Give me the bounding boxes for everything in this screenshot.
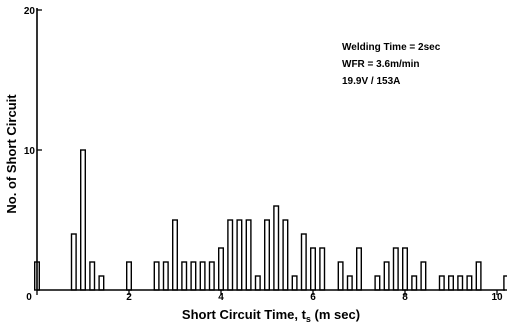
bars-layer	[34, 149, 507, 291]
histogram-bar-18	[264, 219, 271, 291]
x-axis-title: Short Circuit Time, ts (m sec)	[182, 307, 360, 324]
histogram-bar-15	[236, 219, 243, 291]
histogram-bar-5	[125, 261, 132, 291]
y-tick-label-10: 10	[24, 146, 36, 157]
histogram-bar-39	[503, 275, 507, 291]
histogram-bar-26	[346, 275, 353, 291]
x-axis-title-subscript: s	[306, 314, 311, 324]
histogram-bar-28	[374, 275, 381, 291]
histogram-bar-1	[70, 233, 77, 291]
histogram-bar-17	[254, 275, 261, 291]
histogram-bar-2	[79, 149, 86, 291]
y-axis-title: No. of Short Circuit	[4, 94, 19, 214]
x-tick-label-2: 2	[126, 292, 132, 303]
x-axis-title-main: Short Circuit Time, t	[182, 307, 307, 322]
histogram-bar-33	[420, 261, 427, 291]
histogram-bar-4	[98, 275, 105, 291]
histogram-bar-35	[448, 275, 455, 291]
histogram-bar-16	[245, 219, 252, 291]
histogram-bar-21	[291, 275, 298, 291]
histogram-bar-36	[457, 275, 464, 291]
histogram-bar-32	[411, 275, 418, 291]
histogram-bar-12	[208, 261, 215, 291]
histogram-bar-3	[89, 261, 96, 291]
histogram-bar-20	[282, 219, 289, 291]
histogram-bar-22	[300, 233, 307, 291]
y-tick-label-20: 20	[24, 6, 36, 17]
histogram-bar-6	[153, 261, 160, 291]
ticks-layer: 0 2 4 6 8 10 10 20	[24, 6, 503, 303]
annotation-welding-time: Welding Time = 2sec	[342, 42, 441, 53]
histogram-bar-37	[466, 275, 473, 291]
x-tick-label-6: 6	[310, 292, 316, 303]
annotation-voltage-current: 19.9V / 153A	[342, 76, 400, 87]
histogram-bar-14	[227, 219, 234, 291]
x-tick-label-4: 4	[218, 292, 224, 303]
annotation-wfr: WFR = 3.6m/min	[342, 59, 420, 70]
histogram-bar-19	[273, 205, 280, 291]
histogram-bar-34	[438, 275, 445, 291]
histogram-bar-27	[356, 247, 363, 291]
histogram-bar-23	[310, 247, 317, 291]
histogram-bar-30	[392, 247, 399, 291]
x-tick-label-10: 10	[491, 292, 503, 303]
histogram-bar-38	[475, 261, 482, 291]
histogram-bar-29	[383, 261, 390, 291]
histogram-bar-8	[171, 219, 178, 291]
x-axis-title-unit: (m sec)	[311, 307, 360, 322]
histogram-bar-25	[337, 261, 344, 291]
histogram-bar-13	[217, 247, 224, 291]
histogram-bar-10	[190, 261, 197, 291]
x-tick-label-0: 0	[26, 292, 32, 303]
histogram-bar-11	[199, 261, 206, 291]
histogram-bar-9	[181, 261, 188, 291]
histogram-bar-24	[319, 247, 326, 291]
x-tick-label-8: 8	[402, 292, 408, 303]
annotation-block: Welding Time = 2sec WFR = 3.6m/min 19.9V…	[342, 42, 441, 87]
histogram-bar-31	[402, 247, 409, 291]
histogram-bar-7	[162, 261, 169, 291]
